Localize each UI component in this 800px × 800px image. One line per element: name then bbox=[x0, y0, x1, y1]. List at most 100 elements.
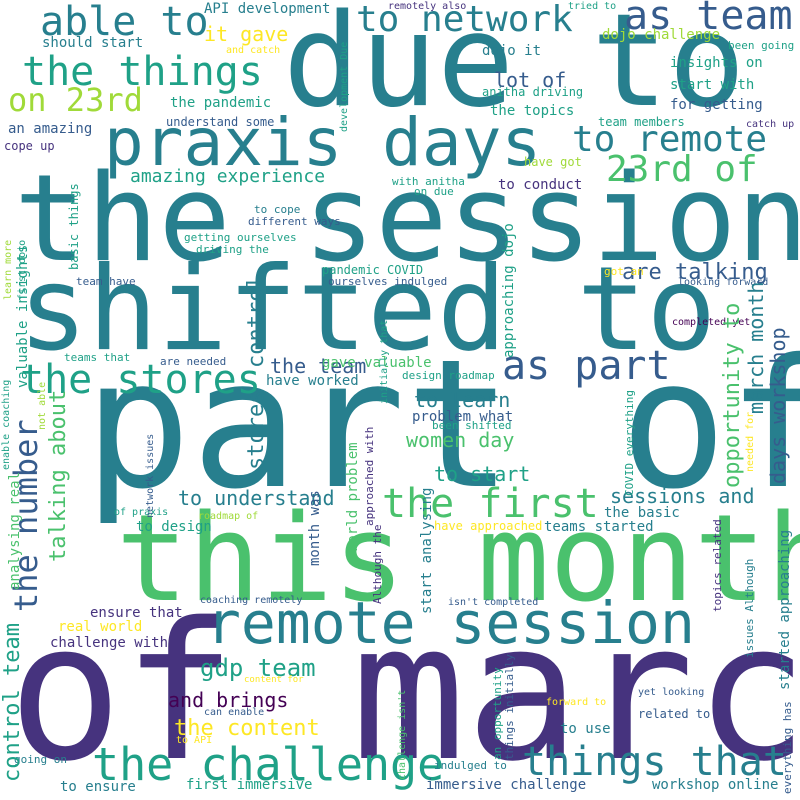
word: can enable bbox=[204, 707, 265, 718]
word: on 23rd bbox=[8, 81, 143, 119]
word: as team bbox=[624, 0, 793, 39]
word: indulged to bbox=[434, 759, 507, 772]
word: and catch bbox=[226, 45, 281, 56]
word: getting ourselves bbox=[184, 231, 297, 244]
word: been shifted bbox=[432, 419, 512, 432]
word: to understand bbox=[178, 486, 335, 510]
word: challenge with bbox=[50, 635, 169, 651]
word: basic things bbox=[67, 183, 81, 270]
word: an amazing bbox=[8, 121, 93, 137]
word: started approaching bbox=[777, 529, 793, 690]
word: the challenge bbox=[92, 738, 445, 791]
word: with anitha bbox=[392, 175, 465, 188]
word: driving the bbox=[196, 243, 269, 256]
word: been going bbox=[728, 39, 795, 52]
word: to network bbox=[356, 0, 573, 40]
word: approached with bbox=[363, 426, 376, 526]
word: enable coaching bbox=[1, 379, 12, 470]
word: COVID everything bbox=[623, 390, 636, 496]
word: part of bbox=[84, 321, 800, 528]
word: ensure that bbox=[90, 605, 183, 621]
word: opportunity to bbox=[720, 302, 745, 488]
word: roadmap of bbox=[198, 511, 259, 522]
word: of march bbox=[8, 582, 800, 800]
word: not able bbox=[37, 381, 48, 430]
word: real world bbox=[58, 619, 143, 635]
word: have worked bbox=[266, 373, 359, 389]
word: the basic bbox=[604, 505, 680, 521]
word: to API bbox=[176, 735, 213, 746]
word: pandemic COVID bbox=[322, 263, 424, 277]
word: are talking bbox=[622, 260, 768, 285]
word: have approached bbox=[434, 519, 543, 533]
word: amazing experience bbox=[130, 166, 326, 187]
word: got an bbox=[604, 265, 644, 278]
word: control bbox=[244, 275, 269, 368]
word: have got bbox=[524, 155, 582, 169]
word: dojo it bbox=[482, 43, 542, 59]
word: team have bbox=[76, 275, 136, 288]
word: looking forward bbox=[678, 277, 769, 288]
word: 23rd of bbox=[606, 149, 758, 190]
word: initially that bbox=[379, 319, 390, 404]
word: things that bbox=[522, 739, 787, 785]
word: to remote bbox=[572, 119, 768, 160]
word: on due bbox=[414, 185, 454, 198]
word: days workshop bbox=[766, 327, 790, 484]
word: problem what bbox=[412, 409, 514, 425]
word: issues Although bbox=[743, 558, 756, 658]
word: the first bbox=[382, 481, 599, 527]
word: march month bbox=[744, 281, 768, 414]
word: understand some bbox=[166, 115, 275, 129]
word: first immersive bbox=[186, 777, 313, 793]
word: an opportunity bbox=[491, 667, 504, 760]
word: it gave bbox=[204, 22, 289, 46]
word: to learn bbox=[414, 388, 511, 412]
word: teams started bbox=[544, 519, 654, 535]
word: immersive challenge bbox=[426, 777, 587, 793]
word: yet looking bbox=[638, 687, 705, 698]
word: the session bbox=[14, 150, 800, 289]
word: as part bbox=[502, 343, 671, 389]
word: month was bbox=[307, 490, 323, 566]
word: different ways bbox=[248, 215, 341, 228]
word: everything has bbox=[781, 701, 794, 794]
word: isn't completed bbox=[448, 597, 539, 608]
word: tried to bbox=[568, 1, 617, 12]
word: shifted to bbox=[18, 242, 717, 377]
word: things initially bbox=[503, 654, 516, 760]
word: to use bbox=[560, 721, 611, 737]
word: to design bbox=[136, 519, 212, 535]
word: and brings bbox=[168, 688, 289, 712]
word: start analysing bbox=[419, 487, 435, 614]
word: talking about bbox=[46, 389, 71, 562]
word: content for bbox=[244, 675, 304, 685]
word: first dojo bbox=[17, 239, 28, 300]
word: praxis days bbox=[104, 104, 542, 181]
word: needed for bbox=[745, 411, 756, 472]
word: are needed bbox=[160, 355, 227, 368]
word: remote session bbox=[206, 589, 695, 657]
word: world problem bbox=[345, 442, 361, 552]
word: gdp team bbox=[200, 654, 316, 682]
word: to ensure bbox=[60, 779, 136, 795]
word: catch up bbox=[746, 119, 795, 130]
word: analysing real bbox=[7, 471, 23, 590]
word: workshop online bbox=[652, 777, 779, 793]
word: network issues bbox=[145, 433, 156, 518]
word: the content bbox=[174, 716, 320, 741]
word: the pandemic bbox=[170, 95, 272, 111]
word: the stores bbox=[20, 357, 261, 403]
word: this month bbox=[116, 490, 800, 629]
word: learn more bbox=[3, 239, 14, 300]
word: the team bbox=[270, 354, 367, 378]
word: Although the bbox=[371, 524, 384, 604]
word: remotely also bbox=[388, 1, 467, 12]
word: to conduct bbox=[498, 177, 583, 193]
word: teams that bbox=[64, 351, 131, 364]
word: control team bbox=[0, 623, 25, 782]
word: gave valuable bbox=[322, 355, 432, 371]
word: API development bbox=[204, 1, 331, 17]
word: anitha driving bbox=[482, 85, 584, 99]
